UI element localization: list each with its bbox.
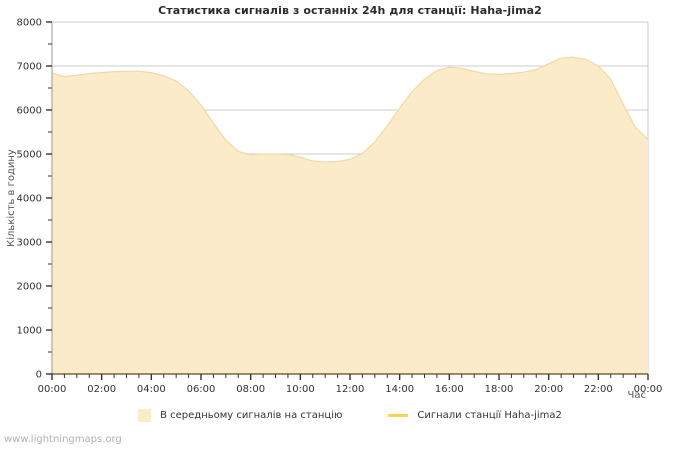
x-tick-label: 22:00 (584, 384, 613, 395)
y-axis-ticks: 0 1000 2000 3000 4000 5000 6000 7000 8000 (17, 18, 52, 381)
y-tick-label: 4000 (17, 194, 42, 205)
y-axis-label: Кількість в годину (5, 149, 17, 247)
y-tick-label: 5000 (17, 150, 42, 161)
x-tick-label: 18:00 (485, 384, 514, 395)
area-series (51, 56, 649, 375)
y-tick-label: 1000 (17, 326, 42, 337)
area-edge-line (51, 56, 649, 163)
y-tick-label: 8000 (17, 18, 42, 29)
legend-line-swatch-icon (388, 414, 409, 417)
chart-title: Статистика сигналів з останніх 24h для с… (158, 4, 542, 17)
x-tick-label: 14:00 (385, 384, 414, 395)
y-tick-label: 6000 (17, 106, 42, 117)
legend-item-average[interactable]: В середньому сигналів на станцію (138, 409, 342, 422)
legend-area-swatch-icon (138, 409, 152, 422)
x-tick-label: 04:00 (137, 384, 166, 395)
chart-legend: В середньому сигналів на станцію Сигнали… (0, 409, 700, 422)
x-tick-label: 00:00 (634, 384, 663, 395)
area-fill (52, 57, 648, 374)
legend-item-station[interactable]: Сигнали станції Haha-jima2 (388, 410, 562, 421)
watermark: www.lightningmaps.org (4, 434, 122, 445)
legend-label-average: В середньому сигналів на станцію (160, 410, 343, 421)
legend-label-station: Сигнали станції Haha-jima2 (417, 410, 562, 421)
x-tick-label: 20:00 (534, 384, 563, 395)
x-tick-label: 16:00 (435, 384, 464, 395)
x-tick-label: 10:00 (286, 384, 315, 395)
x-tick-label: 08:00 (236, 384, 265, 395)
y-tick-label: 3000 (17, 238, 42, 249)
x-axis-label: Час (628, 390, 646, 401)
x-tick-label: 06:00 (187, 384, 216, 395)
x-tick-label: 00:00 (38, 384, 67, 395)
y-tick-label: 0 (36, 370, 42, 381)
x-tick-label: 12:00 (336, 384, 365, 395)
y-tick-label: 7000 (17, 62, 42, 73)
x-tick-label: 02:00 (87, 384, 116, 395)
x-axis-ticks: 00:00 02:00 04:00 06:00 08:00 10:00 12:00 14:00… (38, 374, 663, 395)
y-tick-label: 2000 (17, 282, 42, 293)
